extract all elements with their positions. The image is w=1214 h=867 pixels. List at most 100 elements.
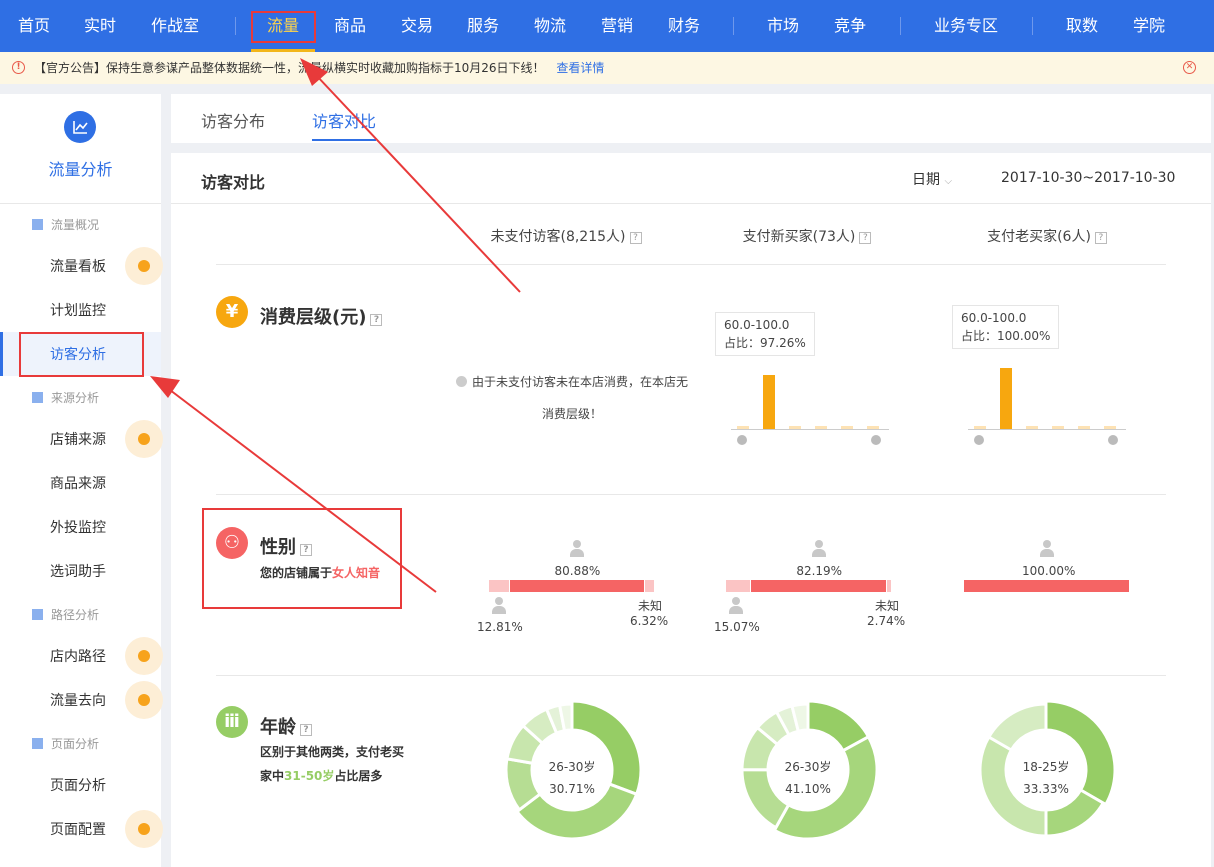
new-badge-dot (125, 810, 163, 848)
column-header: 支付新买家(73人)? (687, 226, 927, 246)
gender-bar[interactable] (964, 580, 1130, 592)
nav-item[interactable]: 商品 (334, 16, 367, 35)
spending-title-text: 消费层级(元) (260, 307, 367, 328)
sidebar-item[interactable]: 页面配置 (50, 822, 106, 838)
nav-item[interactable]: 物流 (534, 16, 567, 35)
nav-item[interactable]: 学院 (1133, 16, 1166, 35)
help-icon[interactable]: ? (1094, 232, 1107, 244)
donut-segment[interactable] (1044, 699, 1117, 807)
female-percent: 100.00% (1022, 564, 1076, 578)
sidebar-item[interactable]: 流量看板 (50, 259, 106, 275)
nav-item[interactable]: 首页 (18, 16, 51, 35)
sidebar-item[interactable]: 计划监控 (50, 303, 106, 319)
notice-bar: ! 【官方公告】保持生意参谋产品整体数据统一性，流量纵横实时收藏加购指标于10月… (0, 52, 1214, 84)
nav-item[interactable]: 服务 (467, 16, 500, 35)
nav-item[interactable]: 业务专区 (934, 16, 999, 35)
tab-visitor-compare[interactable]: 访客对比 (312, 108, 377, 141)
sidebar-item[interactable]: 外投监控 (50, 520, 106, 536)
sidebar-item[interactable]: 流量去向 (50, 693, 106, 709)
nav-item[interactable]: 市场 (767, 16, 800, 35)
gender-segment (644, 580, 655, 592)
sidebar-item[interactable]: 访客分析 (50, 347, 106, 363)
sidebar-item[interactable]: 店内路径 (50, 649, 106, 665)
sidebar-selected-bg (0, 332, 161, 376)
donut-segment[interactable] (557, 702, 574, 733)
column-label: 支付新买家(73人) (742, 229, 856, 245)
spending-bar[interactable] (867, 426, 879, 429)
donut-value: 30.71% (549, 782, 595, 796)
help-icon[interactable]: ? (300, 724, 312, 736)
male-percent: 15.07% (714, 620, 760, 634)
top-nav: 首页 实时 作战室 流量 商品 交易 服务 物流 营销 财务 市场 竞争 业务专区 取数 学院 (0, 0, 1214, 52)
nav-item[interactable]: 流量 (250, 0, 316, 52)
note-line2: 消费层级！ (542, 407, 603, 421)
panel-title: 访客对比 (201, 173, 266, 192)
gender-bar[interactable] (489, 580, 655, 592)
help-icon[interactable]: ? (370, 314, 383, 326)
sidebar-item[interactable]: 页面分析 (50, 778, 106, 794)
donut-segment[interactable] (514, 782, 639, 841)
help-icon[interactable]: ? (859, 232, 872, 244)
chart-axis (731, 429, 889, 430)
unknown-label: 未知 (875, 599, 900, 613)
sidebar-item[interactable]: 商品来源 (50, 476, 106, 492)
donut-segment[interactable] (740, 768, 791, 830)
donut-segment[interactable] (986, 702, 1048, 753)
nav-item[interactable]: 交易 (401, 16, 434, 35)
note-line1: 由于未支付访客未在本店消费，在本店无 (472, 375, 689, 389)
coins-icon (871, 435, 881, 445)
male-icon (729, 597, 743, 615)
spending-bar[interactable] (763, 374, 775, 429)
donut-segment[interactable] (570, 699, 643, 797)
nav-item[interactable]: 营销 (601, 16, 634, 35)
donut-label: 26-30岁 (784, 760, 832, 774)
tooltip-range: 60.0-100.0 (961, 311, 1027, 325)
donut-segment[interactable] (772, 734, 879, 841)
tab-visitor-distribution[interactable]: 访客分布 (201, 112, 266, 131)
spending-bar[interactable] (1078, 426, 1090, 429)
nav-item[interactable]: 竞争 (834, 16, 867, 35)
female-icon (812, 540, 827, 558)
help-icon[interactable]: ? (629, 232, 642, 244)
age-donut (978, 699, 1117, 838)
spending-bar[interactable] (1052, 426, 1064, 429)
unknown-label: 未知 (638, 599, 663, 613)
highlight-box-traffic (251, 11, 316, 43)
bar-tooltip: 60.0-100.0 占比：97.26% (715, 312, 815, 356)
date-label: 日期 (912, 172, 940, 188)
donut-segment[interactable] (790, 702, 810, 734)
spending-bar[interactable] (1104, 426, 1116, 429)
new-badge-dot (125, 247, 163, 285)
donut-label: 18-25岁 (1022, 760, 1070, 774)
sidebar-item[interactable]: 选词助手 (50, 564, 106, 580)
close-icon[interactable]: ✕ (1183, 61, 1196, 74)
spending-bar[interactable] (737, 426, 749, 429)
nav-item[interactable]: 实时 (84, 16, 117, 35)
sidebar-title: 流量分析 (48, 160, 113, 179)
gender-bar[interactable] (726, 580, 892, 592)
nav-divider (733, 17, 734, 35)
sidebar-group-label: 页面分析 (51, 737, 100, 751)
column-header: 支付老买家(6人)? (927, 226, 1167, 246)
spending-bar[interactable] (1000, 368, 1012, 429)
spending-bar[interactable] (815, 426, 827, 429)
nav-item[interactable]: 取数 (1066, 16, 1099, 35)
donut-value: 41.10% (785, 782, 831, 796)
building-icon (32, 392, 43, 403)
sidebar-item[interactable]: 店铺来源 (50, 432, 106, 448)
bar-tooltip: 60.0-100.0 占比：100.00% (952, 305, 1060, 349)
spending-bar[interactable] (974, 426, 986, 429)
notice-detail-link[interactable]: 查看详情 (556, 61, 605, 75)
spending-bar[interactable] (841, 426, 853, 429)
spending-bar[interactable] (1026, 426, 1038, 429)
nav-item[interactable]: 作战室 (151, 16, 200, 35)
spending-bar[interactable] (789, 426, 801, 429)
donut-segment[interactable] (1044, 787, 1106, 838)
chevron-down-icon: ⌵ (944, 176, 953, 187)
female-percent: 80.88% (554, 564, 601, 578)
nav-item[interactable]: 财务 (668, 16, 701, 35)
date-dropdown[interactable]: 日期 ⌵ (912, 169, 952, 189)
column-label: 未支付访客(8,215人) (490, 229, 626, 245)
donut-segment[interactable] (978, 734, 1048, 838)
tooltip-ratio: 占比：100.00% (961, 329, 1051, 343)
